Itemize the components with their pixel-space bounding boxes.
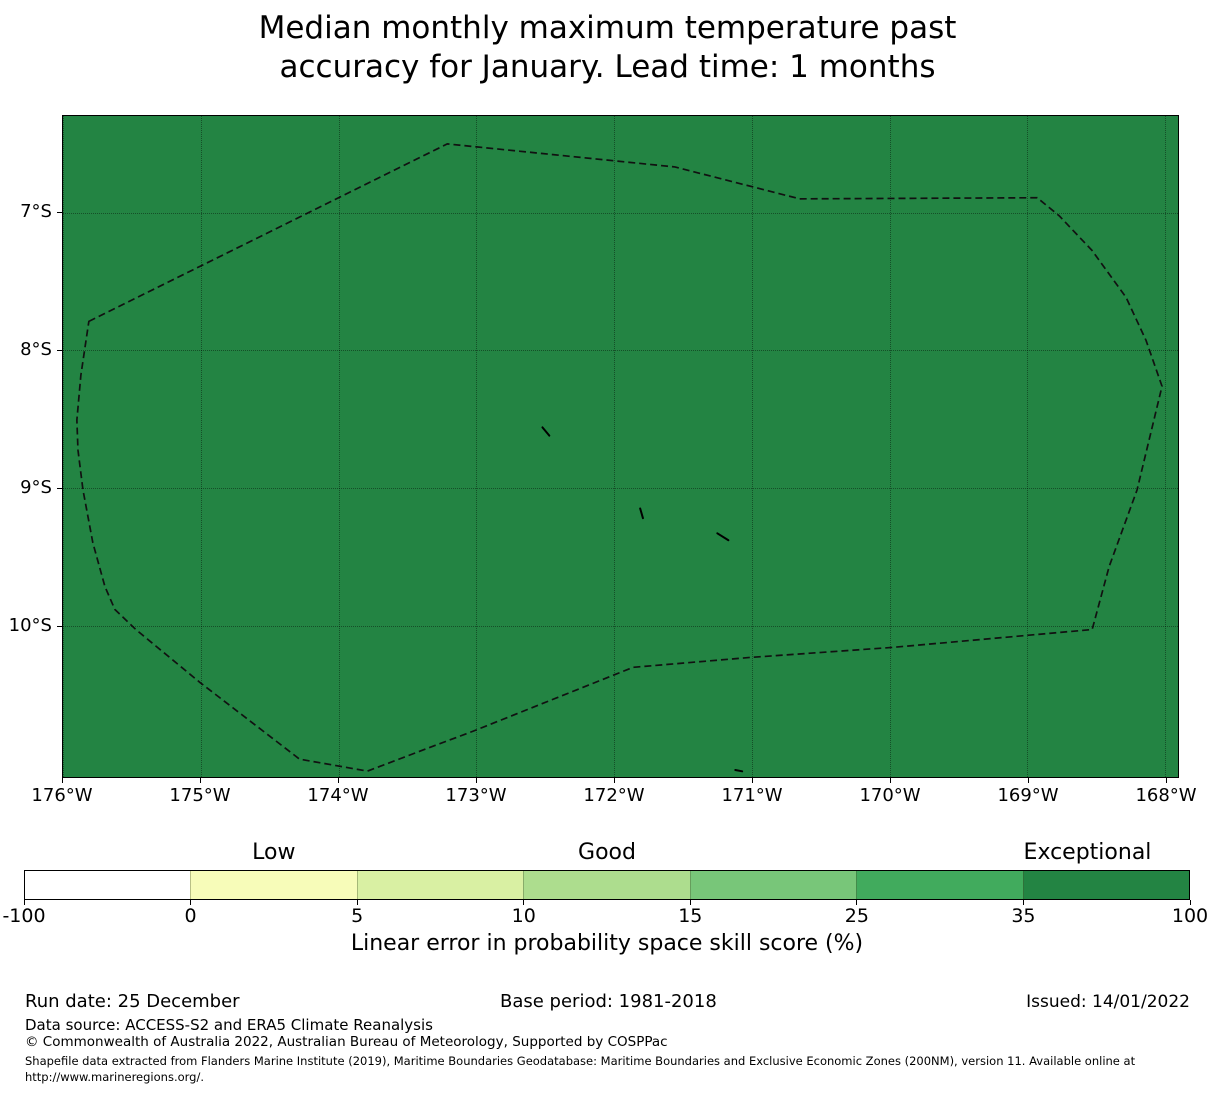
x-gridline — [1027, 116, 1029, 777]
x-gridline — [1165, 116, 1167, 777]
colorbar-segment — [689, 871, 857, 899]
colorbar-axis-label: Linear error in probability space skill … — [350, 931, 864, 956]
x-tick-mark — [61, 778, 63, 783]
colorbar-segment — [523, 871, 690, 899]
x-gridline — [63, 116, 64, 777]
colorbar-tick-label: 35 — [1011, 905, 1036, 927]
colorbar-tick-label: 5 — [351, 905, 364, 927]
y-gridline — [63, 487, 1178, 489]
y-tick-mark — [57, 349, 62, 351]
chart-title: Median monthly maximum temperature past … — [0, 9, 1215, 87]
eez-boundary-layer — [76, 143, 1163, 773]
colorbar-zone-label-low: Low — [252, 840, 296, 865]
colorbar — [24, 870, 1190, 900]
base-period-text: Base period: 1981-2018 — [500, 991, 717, 1012]
chart-title-line2: accuracy for January. Lead time: 1 month… — [279, 49, 936, 85]
colorbar-tick-mark — [856, 900, 858, 905]
colorbar-tick-mark — [1022, 900, 1024, 905]
colorbar-tick-mark — [689, 900, 691, 905]
y-tick-label: 7°S — [20, 201, 52, 223]
x-tick-mark — [1165, 778, 1167, 783]
y-tick-label: 8°S — [20, 339, 52, 361]
colorbar-tick-label: 15 — [678, 905, 703, 927]
colorbar-segment — [1022, 871, 1189, 899]
colorbar-tick-mark — [190, 900, 192, 905]
island-mark — [541, 426, 551, 437]
shapefile-notice-line1: Shapefile data extracted from Flanders M… — [25, 1054, 1136, 1068]
y-tick-label: 9°S — [20, 477, 52, 499]
colorbar-tick-mark — [356, 900, 358, 905]
y-gridline — [63, 212, 1178, 214]
run-date-text: Run date: 25 December — [25, 991, 240, 1012]
colorbar-segment — [856, 871, 1023, 899]
colorbar-tick-label: -100 — [2, 905, 46, 927]
x-tick-label: 172°W — [583, 785, 645, 806]
issued-date-text: Issued: 14/01/2022 — [1026, 992, 1190, 1012]
x-tick-label: 170°W — [859, 785, 921, 806]
x-tick-mark — [199, 778, 201, 783]
y-tick-mark — [57, 211, 62, 213]
x-tick-mark — [751, 778, 753, 783]
copyright-text: © Commonwealth of Australia 2022, Austra… — [25, 1034, 668, 1050]
x-gridline — [200, 116, 202, 777]
x-tick-mark — [613, 778, 615, 783]
x-gridline — [614, 116, 616, 777]
x-gridline — [476, 116, 478, 777]
colorbar-segment — [25, 871, 191, 899]
x-tick-mark — [889, 778, 891, 783]
colorbar-tick-label: 10 — [511, 905, 536, 927]
colorbar-tick-mark — [1189, 900, 1191, 905]
x-tick-label: 171°W — [721, 785, 783, 806]
x-tick-mark — [1027, 778, 1029, 783]
y-tick-mark — [57, 625, 62, 627]
x-tick-label: 173°W — [445, 785, 507, 806]
island-mark — [639, 507, 644, 520]
x-gridline — [751, 116, 753, 777]
x-gridline — [889, 116, 891, 777]
colorbar-tick-mark — [523, 900, 525, 905]
x-tick-label: 169°W — [997, 785, 1059, 806]
colorbar-tick-mark — [23, 900, 25, 905]
island-mark — [734, 769, 744, 773]
island-mark — [716, 532, 730, 542]
eez-boundary-path — [76, 143, 1163, 772]
y-gridline — [63, 350, 1178, 352]
colorbar-zone-label-good: Good — [578, 840, 636, 865]
shapefile-notice: Shapefile data extracted from Flanders M… — [25, 1053, 1135, 1085]
colorbar-tick-label: 25 — [844, 905, 869, 927]
x-tick-mark — [337, 778, 339, 783]
x-tick-label: 168°W — [1135, 785, 1197, 806]
x-tick-mark — [475, 778, 477, 783]
x-gridline — [338, 116, 340, 777]
colorbar-zone-label-exceptional: Exceptional — [1023, 840, 1152, 865]
y-tick-mark — [57, 487, 62, 489]
map-canvas — [62, 115, 1179, 778]
y-gridline — [63, 625, 1178, 627]
x-tick-label: 176°W — [31, 785, 93, 806]
colorbar-segment — [356, 871, 524, 899]
colorbar-tick-label: 100 — [1171, 905, 1209, 927]
chart-title-line1: Median monthly maximum temperature past — [258, 10, 957, 46]
y-tick-label: 10°S — [8, 615, 52, 637]
colorbar-tick-label: 0 — [184, 905, 197, 927]
shapefile-notice-line2: http://www.marineregions.org/. — [25, 1070, 204, 1084]
colorbar-segment — [190, 871, 357, 899]
x-tick-label: 174°W — [307, 785, 369, 806]
x-tick-label: 175°W — [169, 785, 231, 806]
data-source-text: Data source: ACCESS-S2 and ERA5 Climate … — [25, 1016, 433, 1034]
